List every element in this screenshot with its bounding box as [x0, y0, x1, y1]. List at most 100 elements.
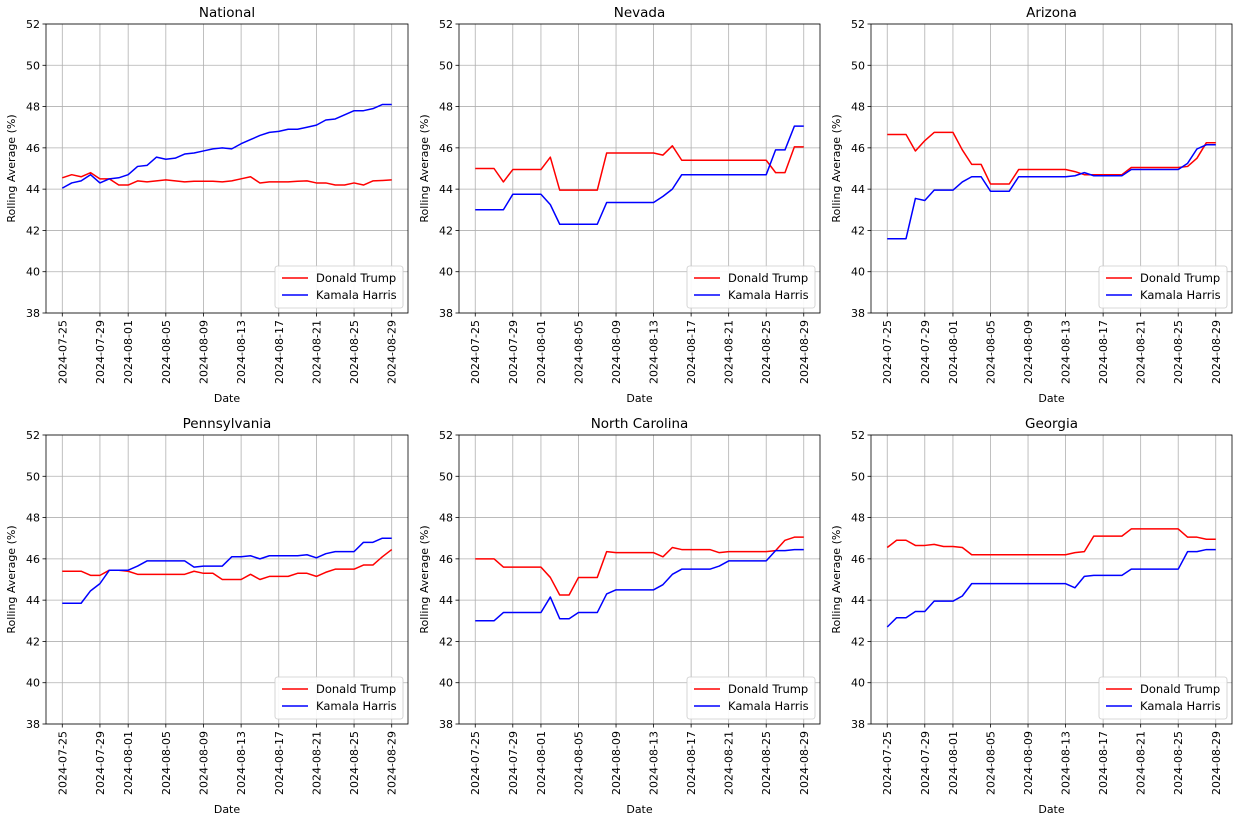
x-tick-label: 2024-08-17 — [685, 320, 698, 384]
x-tick-label: 2024-08-29 — [1210, 731, 1223, 795]
y-tick-label: 50 — [26, 59, 40, 72]
x-tick-label: 2024-08-13 — [1060, 731, 1073, 795]
y-tick-label: 52 — [851, 18, 865, 31]
x-tick-label: 2024-08-29 — [386, 731, 399, 795]
y-tick-label: 44 — [851, 183, 865, 196]
x-tick-label: 2024-07-29 — [919, 320, 932, 384]
x-tick-label: 2024-08-13 — [648, 320, 661, 384]
subplot-title: National — [199, 5, 255, 21]
x-tick-label: 2024-07-25 — [881, 731, 894, 795]
y-tick-label: 46 — [439, 553, 453, 566]
y-tick-label: 50 — [26, 470, 40, 483]
y-tick-label: 42 — [851, 635, 865, 648]
legend: Donald Trump Kamala Harris — [686, 676, 816, 720]
y-tick-label: 44 — [26, 594, 40, 607]
y-tick-label: 46 — [851, 553, 865, 566]
x-tick-label: 2024-08-13 — [648, 731, 661, 795]
x-tick-label: 2024-08-01 — [122, 320, 135, 384]
x-tick-label: 2024-07-29 — [507, 320, 520, 384]
y-axis-label: Rolling Average (%) — [830, 114, 843, 222]
series-line-kamala-harris — [61, 103, 392, 189]
x-tick-label: 2024-07-29 — [94, 320, 107, 384]
x-tick-label: 2024-08-17 — [273, 320, 286, 384]
series-line-kamala-harris — [475, 548, 804, 622]
y-tick-label: 52 — [851, 429, 865, 442]
y-tick-label: 40 — [851, 266, 865, 279]
x-tick-label: 2024-08-01 — [535, 731, 548, 795]
x-tick-label: 2024-08-09 — [610, 731, 623, 795]
y-tick-label: 40 — [439, 677, 453, 690]
subplot-arizona: 38 40 42 44 46 48 50 52 2024-07-25 2024-07-29 2024… — [830, 5, 1233, 405]
legend-label-donald-trump: Donald Trump — [316, 682, 396, 696]
y-tick-label: 42 — [26, 635, 40, 648]
y-tick-label: 52 — [439, 18, 453, 31]
x-axis-label: Date — [214, 803, 241, 816]
x-tick-label: 2024-08-17 — [1097, 731, 1110, 795]
legend-box — [1098, 676, 1228, 720]
subplot-pennsylvania: 38 40 42 44 46 48 50 52 2024-07-25 2024-07-29 2024… — [5, 416, 409, 816]
x-tick-label: 2024-08-21 — [1135, 320, 1148, 384]
y-tick-label: 48 — [439, 101, 453, 114]
legend-label-donald-trump: Donald Trump — [1140, 271, 1220, 285]
y-tick-label: 50 — [439, 59, 453, 72]
y-tick-label: 38 — [851, 307, 865, 320]
subplot-title: North Carolina — [591, 416, 689, 432]
x-tick-label: 2024-08-13 — [1060, 320, 1073, 384]
y-tick-label: 48 — [26, 512, 40, 525]
series-line-donald-trump — [475, 536, 804, 596]
legend-label-donald-trump: Donald Trump — [728, 271, 808, 285]
x-tick-label: 2024-08-01 — [947, 731, 960, 795]
legend-box — [686, 265, 816, 309]
x-tick-label: 2024-08-21 — [310, 320, 323, 384]
axes-frame — [45, 434, 409, 725]
x-tick-label: 2024-07-25 — [469, 320, 482, 384]
x-tick-label: 2024-08-21 — [310, 731, 323, 795]
axes-frame — [870, 23, 1233, 314]
x-tick-label: 2024-07-29 — [94, 731, 107, 795]
series-line-kamala-harris — [62, 537, 392, 604]
x-tick-label: 2024-08-17 — [685, 731, 698, 795]
x-tick-label: 2024-08-25 — [348, 320, 361, 384]
y-axis-label: Rolling Average (%) — [418, 114, 431, 222]
x-axis-label: Date — [626, 392, 653, 405]
y-axis-label: Rolling Average (%) — [5, 114, 18, 222]
x-tick-label: 2024-08-25 — [348, 731, 361, 795]
y-tick-label: 38 — [26, 718, 40, 731]
x-tick-label: 2024-08-29 — [1210, 320, 1223, 384]
legend-box — [1098, 265, 1228, 309]
y-axis-label: Rolling Average (%) — [418, 525, 431, 633]
axes-frame — [45, 23, 409, 314]
x-axis-label: Date — [214, 392, 241, 405]
x-tick-label: 2024-08-29 — [386, 320, 399, 384]
legend-label-kamala-harris: Kamala Harris — [728, 699, 809, 713]
x-axis-label: Date — [1038, 803, 1065, 816]
x-tick-label: 2024-08-13 — [235, 731, 248, 795]
series-line-donald-trump — [886, 528, 1216, 556]
series-line-donald-trump — [475, 145, 804, 191]
legend: Donald Trump Kamala Harris — [1098, 676, 1228, 720]
y-axis-label: Rolling Average (%) — [830, 525, 843, 633]
x-tick-label: 2024-08-05 — [984, 731, 997, 795]
legend: Donald Trump Kamala Harris — [274, 676, 404, 720]
y-tick-label: 44 — [439, 183, 453, 196]
y-tick-label: 42 — [851, 224, 865, 237]
legend-box — [274, 265, 404, 309]
subplot-title: Georgia — [1025, 416, 1078, 432]
x-tick-label: 2024-07-29 — [507, 731, 520, 795]
legend: Donald Trump Kamala Harris — [274, 265, 404, 309]
series-line-kamala-harris — [886, 548, 1216, 628]
subplot-title: Arizona — [1026, 5, 1077, 21]
x-tick-label: 2024-08-05 — [984, 320, 997, 384]
series-line-donald-trump — [62, 171, 392, 186]
x-tick-label: 2024-07-25 — [881, 320, 894, 384]
legend-box — [274, 676, 404, 720]
x-tick-label: 2024-08-01 — [535, 320, 548, 384]
y-tick-label: 50 — [851, 59, 865, 72]
x-tick-label: 2024-08-05 — [160, 731, 173, 795]
y-tick-label: 44 — [439, 594, 453, 607]
y-tick-label: 52 — [26, 18, 40, 31]
x-tick-label: 2024-08-17 — [1097, 320, 1110, 384]
y-tick-label: 40 — [439, 266, 453, 279]
x-tick-label: 2024-08-25 — [760, 320, 773, 384]
